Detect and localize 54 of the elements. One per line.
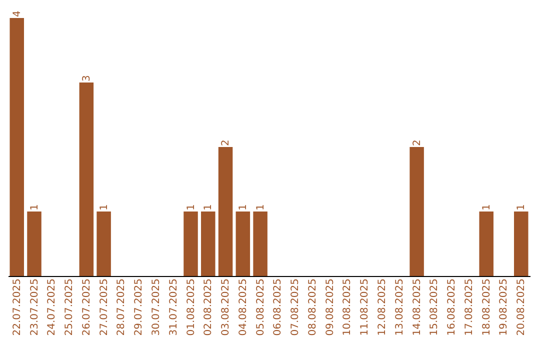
bar	[514, 212, 528, 276]
data-label: 1	[29, 204, 40, 210]
x-tick-label: 09.08.2025	[324, 278, 336, 336]
x-tick-label: 08.08.2025	[307, 278, 318, 336]
data-label: 1	[238, 204, 249, 210]
bar	[79, 82, 94, 276]
bar	[201, 212, 216, 276]
x-tick-label: 15.08.2025	[429, 278, 440, 336]
x-tick-label: 22.07.2025	[12, 278, 23, 336]
x-tick-label: 27.07.2025	[98, 278, 110, 336]
x-tick-label: 10.08.2025	[342, 278, 354, 336]
bar	[96, 212, 111, 276]
x-tick-label: 03.08.2025	[220, 278, 232, 336]
x-tick-label: 28.07.2025	[116, 278, 128, 336]
x-tick-label: 05.08.2025	[255, 278, 266, 336]
x-tick-label: 29.07.2025	[134, 278, 145, 336]
bar	[27, 212, 42, 276]
bar	[253, 212, 268, 276]
data-label: 1	[481, 204, 492, 210]
bar	[218, 147, 233, 276]
x-tick-label: 20.08.2025	[516, 278, 528, 336]
x-tick-label: 17.08.2025	[464, 278, 475, 336]
data-label: 1	[186, 204, 197, 210]
x-tick-label: 01.08.2025	[186, 278, 197, 336]
bar	[184, 212, 198, 276]
x-tick-label: 14.08.2025	[412, 278, 423, 336]
x-tick-label: 18.08.2025	[481, 278, 492, 336]
x-tick-label: 23.07.2025	[29, 278, 40, 336]
bar	[236, 212, 250, 276]
data-label: 3	[81, 75, 92, 82]
x-tick-label: 30.07.2025	[150, 278, 162, 336]
x-tick-label: 07.08.2025	[290, 278, 302, 336]
x-tick-label: 31.07.2025	[168, 278, 180, 336]
data-label: 4	[12, 10, 23, 17]
data-label: 2	[220, 140, 232, 146]
x-tick-label: 19.08.2025	[498, 278, 510, 336]
data-label: 1	[98, 204, 110, 210]
bar	[410, 147, 424, 276]
data-label: 1	[255, 204, 266, 210]
x-tick-label: 02.08.2025	[203, 278, 214, 336]
data-label: 2	[412, 140, 423, 146]
x-tick-label: 13.08.2025	[394, 278, 406, 336]
bar	[10, 18, 24, 276]
x-tick-label: 06.08.2025	[272, 278, 284, 336]
x-tick-label: 12.08.2025	[377, 278, 388, 336]
data-label: 1	[516, 204, 528, 210]
x-tick-label: 04.08.2025	[238, 278, 249, 336]
x-tick-label: 11.08.2025	[360, 278, 371, 336]
bar	[479, 212, 494, 276]
x-tick-label: 16.08.2025	[446, 278, 458, 336]
x-tick-label: 24.07.2025	[46, 278, 58, 336]
x-tick-label: 25.07.2025	[64, 278, 76, 336]
x-tick-label: 26.07.2025	[81, 278, 92, 336]
data-label: 1	[203, 204, 214, 210]
